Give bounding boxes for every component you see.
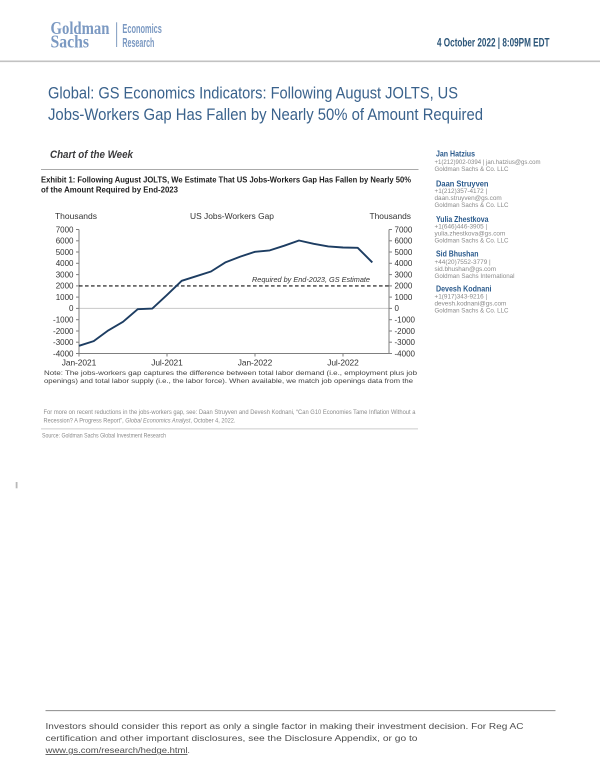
svg-text:Note: The jobs-workers gap cap: Note: The jobs-workers gap captures the … bbox=[44, 370, 417, 377]
svg-text:Devesh Kodnani: Devesh Kodnani bbox=[436, 284, 492, 294]
svg-text:devesh.kodnani@gs.com: devesh.kodnani@gs.com bbox=[435, 301, 507, 308]
svg-text:-1000: -1000 bbox=[395, 316, 416, 325]
svg-text:Jobs-Workers Gap Has Fallen by: Jobs-Workers Gap Has Fallen by Nearly 50… bbox=[48, 105, 483, 124]
svg-text:Thousands: Thousands bbox=[55, 211, 97, 221]
svg-text:5000: 5000 bbox=[56, 248, 74, 257]
svg-text:+44(20)7552-3779 |: +44(20)7552-3779 | bbox=[435, 259, 492, 266]
svg-text:of the Amount Required by End-: of the Amount Required by End-2023 bbox=[41, 185, 178, 195]
svg-text:4000: 4000 bbox=[56, 259, 74, 268]
svg-text:+1(212)357-4172 |: +1(212)357-4172 | bbox=[435, 188, 488, 195]
svg-text:www.gs.com/research/hedge.html: www.gs.com/research/hedge.html. bbox=[44, 745, 189, 755]
svg-text:Recession? A Progress Report”,: Recession? A Progress Report”, Global Ec… bbox=[44, 419, 236, 425]
svg-text:-3000: -3000 bbox=[395, 338, 416, 347]
svg-text:1000: 1000 bbox=[56, 293, 74, 302]
svg-text:-4000: -4000 bbox=[395, 349, 416, 358]
svg-text:Investors should consider this: Investors should consider this report as… bbox=[46, 721, 524, 731]
svg-text:2000: 2000 bbox=[395, 282, 413, 291]
svg-text:4 October 2022 | 8:09PM EDT: 4 October 2022 | 8:09PM EDT bbox=[437, 36, 550, 50]
svg-text:Source: Goldman Sachs Global I: Source: Goldman Sachs Global Investment … bbox=[42, 434, 166, 440]
svg-text:3000: 3000 bbox=[395, 270, 413, 279]
svg-text:0: 0 bbox=[69, 304, 74, 313]
svg-text:-2000: -2000 bbox=[53, 327, 74, 336]
svg-text:-2000: -2000 bbox=[395, 327, 416, 336]
svg-text:US Jobs-Workers Gap: US Jobs-Workers Gap bbox=[190, 211, 274, 221]
svg-text:Goldman Sachs International: Goldman Sachs International bbox=[435, 273, 515, 280]
svg-text:+1(646)446-3905 |: +1(646)446-3905 | bbox=[435, 223, 488, 230]
svg-text:Jan-2022: Jan-2022 bbox=[238, 357, 273, 367]
svg-text:Exhibit 1: Following August JO: Exhibit 1: Following August JOLTS, We Es… bbox=[41, 175, 411, 185]
svg-text:-4000: -4000 bbox=[53, 349, 74, 358]
svg-text:Global: GS Economics Indicator: Global: GS Economics Indicators: Followi… bbox=[48, 84, 458, 103]
svg-text:Research: Research bbox=[122, 35, 154, 50]
svg-text:6000: 6000 bbox=[395, 237, 413, 246]
svg-text:-1000: -1000 bbox=[53, 316, 74, 325]
svg-text:+1(212)902-0394 | jan.hatzius@: +1(212)902-0394 | jan.hatzius@gs.com bbox=[435, 159, 541, 166]
svg-text:sid.bhushan@gs.com: sid.bhushan@gs.com bbox=[435, 266, 497, 273]
svg-text:+1(917)343-9216 |: +1(917)343-9216 | bbox=[435, 294, 488, 301]
svg-text:Thousands: Thousands bbox=[370, 211, 412, 221]
svg-text:Economics: Economics bbox=[122, 21, 161, 36]
svg-text:For more on recent reductions: For more on recent reductions in the job… bbox=[44, 410, 417, 416]
svg-text:Goldman: Goldman bbox=[51, 18, 110, 38]
svg-text:daan.struyven@gs.com: daan.struyven@gs.com bbox=[435, 195, 502, 202]
svg-text:openings) and total labor supp: openings) and total labor supply (i.e., … bbox=[44, 378, 413, 385]
svg-text:Goldman Sachs & Co. LLC: Goldman Sachs & Co. LLC bbox=[435, 202, 509, 209]
svg-text:Sachs: Sachs bbox=[51, 32, 90, 52]
svg-text:2000: 2000 bbox=[56, 282, 74, 291]
svg-text:7000: 7000 bbox=[395, 225, 413, 234]
svg-text:Jan Hatzius: Jan Hatzius bbox=[436, 149, 475, 159]
svg-text:Required by End-2023, GS Estim: Required by End-2023, GS Estimate bbox=[252, 275, 370, 284]
svg-text:1000: 1000 bbox=[395, 293, 413, 302]
svg-text:4000: 4000 bbox=[395, 259, 413, 268]
svg-text:Chart of the Week: Chart of the Week bbox=[50, 149, 134, 161]
svg-text:6000: 6000 bbox=[56, 237, 74, 246]
svg-text:Goldman Sachs & Co. LLC: Goldman Sachs & Co. LLC bbox=[435, 166, 509, 173]
svg-text:Yulia Zhestkova: Yulia Zhestkova bbox=[436, 214, 489, 224]
svg-text:Jul-2022: Jul-2022 bbox=[327, 357, 359, 367]
svg-text:3000: 3000 bbox=[56, 270, 74, 279]
svg-text:Goldman Sachs & Co. LLC: Goldman Sachs & Co. LLC bbox=[435, 308, 509, 315]
svg-text:0: 0 bbox=[395, 304, 400, 313]
svg-text:Sid Bhushan: Sid Bhushan bbox=[436, 249, 479, 259]
svg-text:yulia.zhestkova@gs.com: yulia.zhestkova@gs.com bbox=[435, 230, 506, 237]
svg-text:Goldman Sachs & Co. LLC: Goldman Sachs & Co. LLC bbox=[435, 237, 509, 244]
svg-text:5000: 5000 bbox=[395, 248, 413, 257]
svg-text:Jul-2021: Jul-2021 bbox=[151, 357, 183, 367]
svg-text:-3000: -3000 bbox=[53, 338, 74, 347]
svg-text:Daan Struyven: Daan Struyven bbox=[436, 178, 489, 188]
svg-text:Jan-2021: Jan-2021 bbox=[62, 357, 97, 367]
svg-text:7000: 7000 bbox=[56, 225, 74, 234]
svg-text:certification and other import: certification and other important disclo… bbox=[46, 733, 418, 743]
